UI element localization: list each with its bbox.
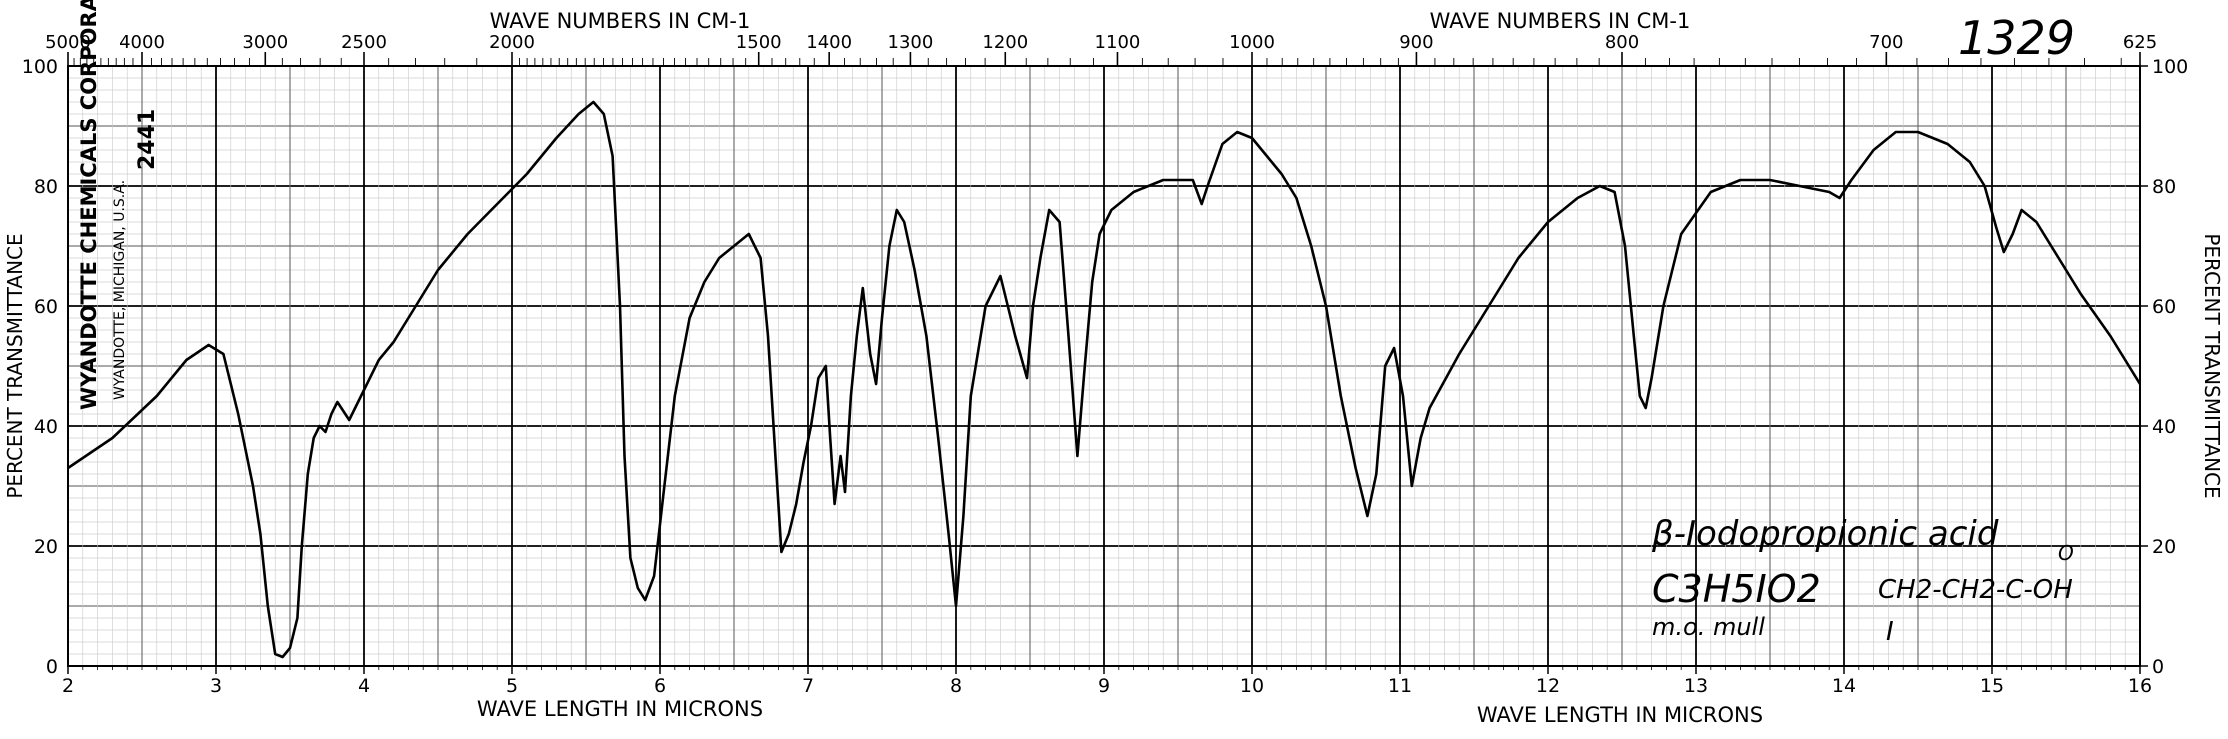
manufacturer-serial: 2441 bbox=[135, 109, 160, 170]
top-axis-title-left: WAVE NUMBERS IN CM-1 bbox=[490, 9, 751, 33]
top-tick-label: 5000 bbox=[45, 32, 91, 53]
top-tick-label: 4000 bbox=[119, 32, 165, 53]
spectrum-trace bbox=[67, 100, 2142, 659]
y-tick-label-right: 0 bbox=[2152, 656, 2164, 678]
molecular-formula: C3H5IO2 bbox=[1652, 567, 1821, 611]
sample-preparation: m.o. mull bbox=[1652, 613, 1765, 641]
y-tick-label-left: 100 bbox=[22, 56, 58, 78]
manufacturer-location: WYANDOTTE, MICHIGAN, U.S.A. bbox=[112, 180, 128, 400]
top-tick-label: 900 bbox=[1399, 32, 1433, 53]
chart-grid bbox=[68, 66, 2140, 666]
top-axis-title-right: WAVE NUMBERS IN CM-1 bbox=[1430, 9, 1691, 33]
x-axis-title-right: WAVE LENGTH IN MICRONS bbox=[1477, 703, 1763, 727]
top-tick-label: 800 bbox=[1605, 32, 1639, 53]
x-tick-label: 12 bbox=[1536, 675, 1560, 697]
top-tick-label: 1300 bbox=[888, 32, 934, 53]
top-tick-label: 1200 bbox=[982, 32, 1028, 53]
top-tick-label: 2500 bbox=[341, 32, 387, 53]
x-tick-label: 10 bbox=[1240, 675, 1264, 697]
x-tick-label: 15 bbox=[1980, 675, 2004, 697]
x-tick-label: 5 bbox=[506, 675, 518, 697]
x-tick-label: 11 bbox=[1388, 675, 1412, 697]
y-tick-label-right: 60 bbox=[2152, 296, 2176, 318]
top-tick-label: 1400 bbox=[806, 32, 852, 53]
x-axis-title-left: WAVE LENGTH IN MICRONS bbox=[477, 697, 763, 721]
compound-name: β-Iodopropionic acid bbox=[1651, 514, 1999, 554]
chart-ticks: 2 3 4 5 6 7 8 9 10 11 12 13 14 15 16020406080100020406… bbox=[22, 32, 2189, 697]
x-tick-label: 14 bbox=[1832, 675, 1856, 697]
x-tick-label: 7 bbox=[802, 675, 814, 697]
top-tick-label: 700 bbox=[1869, 32, 1903, 53]
x-tick-label: 16 bbox=[2128, 675, 2152, 697]
y-tick-label-right: 40 bbox=[2152, 416, 2176, 438]
y-tick-label-right: 20 bbox=[2152, 536, 2176, 558]
y-tick-label-left: 20 bbox=[34, 536, 58, 558]
x-tick-label: 4 bbox=[358, 675, 370, 697]
top-tick-label: 625 bbox=[2123, 32, 2157, 53]
top-tick-label: 2000 bbox=[489, 32, 535, 53]
y-tick-label-right: 100 bbox=[2152, 56, 2188, 78]
y-tick-label-left: 80 bbox=[34, 176, 58, 198]
y-axis-title-right: PERCENT TRANSMITTANCE bbox=[2200, 233, 2224, 498]
x-tick-label: 9 bbox=[1098, 675, 1110, 697]
y-tick-label-left: 60 bbox=[34, 296, 58, 318]
x-tick-label: 8 bbox=[950, 675, 962, 697]
top-tick-label: 3000 bbox=[242, 32, 288, 53]
y-tick-label-left: 40 bbox=[34, 416, 58, 438]
x-tick-label: 3 bbox=[210, 675, 222, 697]
y-tick-label-left: 0 bbox=[46, 656, 58, 678]
structure-iodine-substituent: I bbox=[1886, 617, 1894, 647]
top-tick-label: 1100 bbox=[1095, 32, 1141, 53]
catalog-number: 1329 bbox=[1958, 11, 2075, 65]
x-tick-label: 6 bbox=[654, 675, 666, 697]
top-tick-label: 1500 bbox=[736, 32, 782, 53]
structural-formula: CH2-CH2-C-OH bbox=[1878, 575, 2073, 605]
top-tick-label: 1000 bbox=[1229, 32, 1275, 53]
structure-carbonyl-oxygen: O bbox=[2058, 541, 2074, 565]
plot-frame bbox=[67, 65, 2141, 667]
x-tick-label: 2 bbox=[62, 675, 74, 697]
manufacturer-name: WYANDOTTE CHEMICALS CORPORATION bbox=[77, 0, 101, 410]
y-tick-label-right: 80 bbox=[2152, 176, 2176, 198]
x-tick-label: 13 bbox=[1684, 675, 1708, 697]
y-axis-title-left: PERCENT TRANSMITTANCE bbox=[3, 233, 27, 498]
